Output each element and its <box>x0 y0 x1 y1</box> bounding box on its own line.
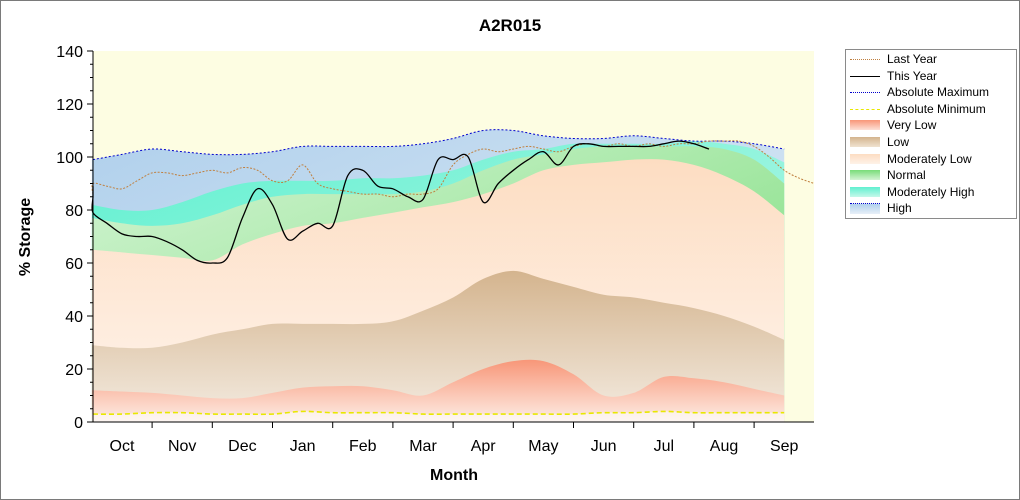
x-tick-label: Dec <box>228 438 256 455</box>
legend-label: This Year <box>887 68 938 83</box>
y-tick-label: 120 <box>56 97 83 114</box>
band-below-minimum <box>91 411 785 422</box>
series-line-this-year <box>91 140 710 264</box>
legend-swatch <box>850 59 880 60</box>
legend: Last Year This Year Absolute Maximum Absolu… <box>845 49 1017 219</box>
legend-label: Very Low <box>887 118 937 133</box>
x-tick-label: Apr <box>471 438 497 455</box>
x-tick-label: Feb <box>349 438 377 455</box>
legend-swatch <box>850 75 880 77</box>
legend-label: Moderately High <box>887 184 975 199</box>
legend-item: Low <box>846 134 1016 150</box>
legend-swatch <box>850 153 880 164</box>
legend-item: Moderately High <box>846 184 1016 200</box>
x-tick-label: Jun <box>591 438 617 455</box>
legend-item: Very Low <box>846 117 1016 133</box>
x-tick-label: Oct <box>110 438 135 455</box>
legend-item: Moderately Low <box>846 151 1016 167</box>
legend-item: Absolute Maximum <box>846 84 1016 100</box>
legend-swatch <box>850 137 880 147</box>
legend-label: High <box>887 201 912 216</box>
x-tick-label: Aug <box>710 438 738 455</box>
x-tick-label: Nov <box>168 438 196 455</box>
x-tick-label: Mar <box>409 438 437 455</box>
y-axis-label: % Storage <box>17 198 34 276</box>
y-tick-label: 140 <box>56 44 83 61</box>
legend-swatch <box>850 108 880 110</box>
legend-swatch <box>850 203 880 215</box>
legend-item: Normal <box>846 167 1016 183</box>
y-tick-label: 60 <box>65 256 83 273</box>
y-tick-label: 40 <box>65 309 83 326</box>
band-layer <box>91 129 785 423</box>
legend-item: High <box>846 200 1016 216</box>
x-tick-label: May <box>528 438 558 455</box>
chart-title: A2R015 <box>479 16 541 35</box>
legend-item: Absolute Minimum <box>846 101 1016 117</box>
legend-label: Normal <box>887 168 926 183</box>
legend-label: Absolute Maximum <box>887 85 990 100</box>
legend-item: This Year <box>846 68 1016 84</box>
x-tick-label: Jan <box>290 438 316 455</box>
y-tick-label: 80 <box>65 203 83 220</box>
y-tick-label: 20 <box>65 362 83 379</box>
legend-label: Low <box>887 135 910 149</box>
x-axis-label: Month <box>430 467 478 484</box>
series-line-absolute-maximum <box>92 129 785 161</box>
series-line-absolute-minimum <box>92 410 785 416</box>
x-tick-label: Sep <box>770 438 799 455</box>
legend-label: Moderately Low <box>887 151 972 166</box>
legend-label: Last Year <box>887 52 938 66</box>
legend-swatch <box>850 170 880 181</box>
legend-swatch <box>850 92 880 94</box>
axes-layer: 0 20 40 60 80 100 120 140 Oct Nov Dec Jan Feb Mar Apr M… <box>56 44 814 455</box>
line-layer <box>91 129 815 416</box>
band-low <box>91 270 785 422</box>
legend-label: Absolute Minimum <box>887 101 986 116</box>
legend-swatch <box>850 186 880 197</box>
band-very-low <box>91 359 785 422</box>
series-line-last-year <box>91 140 815 198</box>
legend-swatch <box>850 120 880 131</box>
y-tick-label: 0 <box>74 415 83 432</box>
y-tick-label: 100 <box>56 150 83 167</box>
legend-item: Last Year <box>846 51 1016 67</box>
x-tick-label: Jul <box>654 438 674 455</box>
